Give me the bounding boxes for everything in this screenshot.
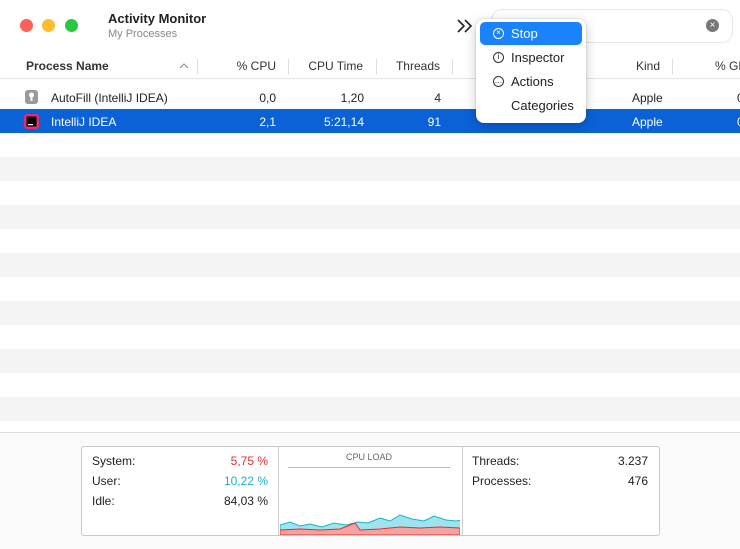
stat-label: User:	[92, 474, 121, 488]
row-stripe	[0, 397, 740, 421]
minimize-button[interactable]	[42, 19, 55, 32]
cell: 4	[434, 91, 441, 105]
row-stripe	[0, 301, 740, 325]
divider	[288, 467, 450, 468]
stats-panel	[81, 446, 660, 536]
column-header[interactable]: Process Name	[26, 59, 109, 73]
column-header[interactable]: CPU Time	[308, 59, 363, 73]
column-header[interactable]: % CPU	[236, 59, 276, 73]
menu-item[interactable]: × Stop	[480, 22, 582, 45]
cell: 91	[427, 115, 441, 129]
column-header[interactable]: % GPU	[715, 59, 740, 73]
sort-indicator	[179, 63, 189, 69]
column-header[interactable]: Threads	[395, 59, 440, 73]
divider	[278, 447, 279, 535]
row-stripe	[0, 157, 740, 181]
column-header[interactable]: Kind	[636, 59, 661, 73]
cell: 1,20	[340, 91, 364, 105]
cell: IntelliJ IDEA	[51, 115, 117, 129]
app-icon	[25, 90, 38, 104]
row-stripe	[0, 349, 740, 373]
count-label: Processes:	[472, 474, 532, 488]
cell: Apple	[632, 115, 663, 129]
cell: Apple	[632, 91, 663, 105]
cpu-graph	[280, 514, 460, 535]
toolbar-overflow[interactable]	[455, 17, 475, 35]
stat-value: 5,75 %	[230, 454, 268, 468]
divider	[288, 59, 289, 74]
row-stripe	[0, 253, 740, 277]
table-header	[0, 53, 740, 79]
stat-value: 10,22 %	[223, 474, 268, 488]
label: Categories	[511, 98, 574, 113]
window-subtitle: My Processes	[108, 28, 178, 40]
window-title: Activity Monitor	[108, 11, 207, 26]
table-row[interactable]: AutoFill (IntelliJ IDEA) 0,0 1,20 4 Appl…	[0, 85, 740, 109]
divider	[376, 59, 377, 74]
divider	[452, 59, 453, 74]
label: Inspector	[511, 50, 565, 65]
divider	[197, 59, 198, 74]
clear-search[interactable]: ×	[706, 19, 719, 32]
label: Actions	[511, 74, 554, 89]
cell: 5:21,14	[323, 115, 364, 129]
stat-label: System:	[92, 454, 136, 468]
close-button[interactable]	[20, 19, 33, 32]
stat-value: 84,03 %	[223, 494, 268, 508]
cell: AutoFill (IntelliJ IDEA)	[51, 91, 168, 105]
row-stripe	[0, 205, 740, 229]
menu-item[interactable]: … Actions	[493, 74, 554, 89]
divider	[462, 447, 463, 535]
app-icon	[24, 114, 39, 129]
zoom-button[interactable]	[65, 19, 78, 32]
graph-title: CPU LOAD	[345, 452, 392, 462]
count-value: 3.237	[617, 454, 648, 468]
stat-label: Idle:	[92, 494, 115, 508]
cell: 2,1	[259, 115, 276, 129]
table-row-selected[interactable]: IntelliJ IDEA 2,1 5:21,14 91 Apple 0	[0, 109, 740, 133]
divider	[672, 59, 673, 74]
count-value: 476	[627, 474, 648, 488]
count-label: Threads:	[472, 454, 520, 468]
cell: 0	[737, 115, 740, 129]
menu-item[interactable]: i Inspector	[480, 46, 582, 69]
cell: 0	[737, 91, 740, 105]
cell: 0,0	[259, 91, 276, 105]
menu-item[interactable]: Categories	[480, 94, 582, 117]
label: Stop	[511, 26, 538, 41]
